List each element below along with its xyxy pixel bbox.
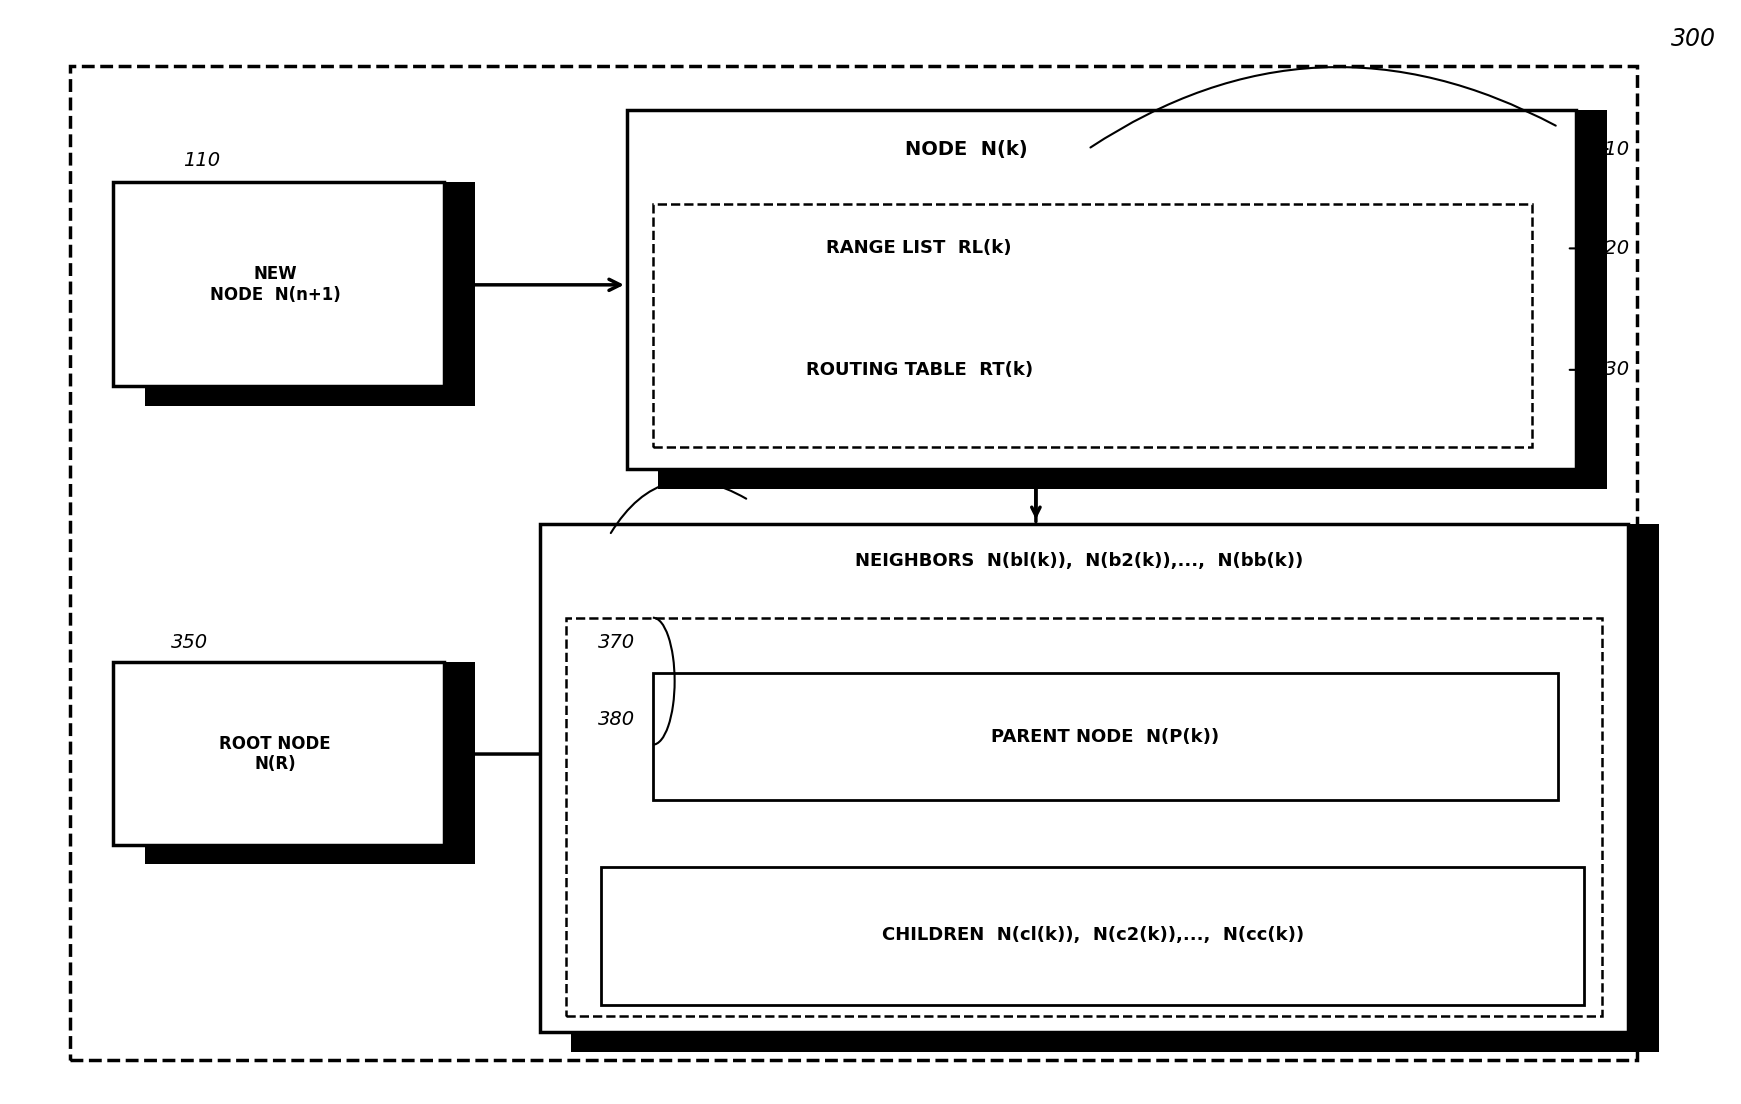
Text: ROOT NODE
N(R): ROOT NODE N(R) [219,734,331,774]
Bar [566,618,1602,1016]
Bar [627,110,1576,469]
Text: NEIGHBORS  N(bl(k)),  N(b2(k)),...,  N(bb(k)): NEIGHBORS N(bl(k)), N(b2(k)),..., N(bb(k… [855,552,1304,570]
Text: ROUTING TABLE  RT(k): ROUTING TABLE RT(k) [806,361,1032,379]
Text: RANGE LIST  RL(k): RANGE LIST RL(k) [827,240,1012,257]
Bar [113,662,444,845]
Text: PARENT NODE  N(P(k)): PARENT NODE N(P(k)) [991,729,1220,746]
Bar [1576,110,1607,482]
Text: 330: 330 [1593,360,1630,380]
Text: 360: 360 [714,474,750,493]
Bar [113,182,444,386]
Bar [601,867,1584,1005]
Text: 310: 310 [1593,139,1630,159]
Text: 380: 380 [599,710,635,730]
Bar [658,469,1607,489]
Bar [145,386,475,406]
Bar [653,204,1532,447]
Text: 300: 300 [1671,26,1717,51]
Bar [571,1032,1659,1052]
Bar [145,845,475,864]
Text: 110: 110 [183,150,219,170]
Text: NEW
NODE  N(n+1): NEW NODE N(n+1) [209,265,341,305]
Text: CHILDREN  N(cl(k)),  N(c2(k)),...,  N(cc(k)): CHILDREN N(cl(k)), N(c2(k)),..., N(cc(k)… [883,926,1304,944]
Bar [444,182,475,400]
Bar [540,524,1628,1032]
Text: 320: 320 [1593,238,1630,258]
Text: 370: 370 [599,633,635,652]
Text: NODE  N(k): NODE N(k) [905,139,1027,159]
Bar [1628,524,1659,1045]
Text: 350: 350 [171,633,207,652]
Bar [653,673,1558,800]
Bar [444,662,475,858]
